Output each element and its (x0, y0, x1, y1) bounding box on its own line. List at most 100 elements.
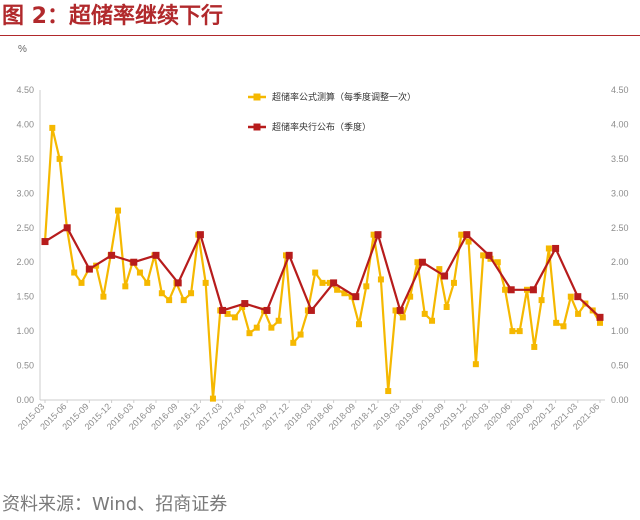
series-formula-point (458, 231, 465, 238)
series-formula-point (304, 307, 311, 314)
series-formula-point (567, 293, 574, 300)
source-note: 资料来源：Wind、招商证券 (2, 494, 228, 515)
legend-label-formula: 超储率公式测算（每季度调整一次） (272, 91, 416, 103)
series-pboc-point (374, 231, 382, 239)
series-formula-point (297, 331, 304, 338)
series-formula-point (472, 361, 479, 368)
series-pboc-point (441, 272, 449, 280)
y-tick-label-left: 2.00 (16, 257, 34, 267)
series-formula-point (597, 319, 603, 326)
series-layer (41, 124, 604, 402)
series-formula-point (443, 304, 450, 310)
series-formula-point (312, 269, 319, 276)
series-formula-point (326, 279, 333, 286)
y-tick-label-right: 4.50 (611, 85, 629, 95)
series-pboc-point (130, 258, 138, 266)
series-formula-point (538, 297, 545, 304)
series-pboc-point (174, 279, 182, 287)
series-pboc-point (418, 258, 426, 266)
series-formula-point (275, 317, 282, 324)
y-tick-label-right: 0.50 (611, 361, 629, 371)
series-formula-point (450, 279, 457, 286)
series-pboc-point (219, 306, 227, 314)
y-tick-label-left: 4.50 (16, 85, 34, 95)
series-formula-point (560, 323, 567, 330)
series-formula-point (341, 290, 348, 297)
legend-marker-formula (253, 93, 261, 101)
series-pboc-point (507, 286, 515, 294)
series-formula-point (480, 252, 487, 259)
series-formula-point (319, 279, 326, 286)
series-formula-point (49, 124, 56, 131)
series-pboc-point (396, 306, 404, 314)
y-tick-label-left: 3.00 (16, 188, 34, 198)
legend-item-formula: 超储率公式测算（每季度调整一次） (248, 91, 416, 103)
series-formula-point (56, 155, 63, 162)
series-pboc-point (596, 313, 604, 321)
y-unit-label: % (18, 44, 27, 55)
series-formula-point (436, 266, 443, 273)
y-tick-label-right: 1.00 (611, 326, 629, 336)
y-tick-label-left: 3.50 (16, 154, 34, 164)
series-formula-point (363, 283, 370, 290)
series-pboc-point (574, 293, 582, 301)
series-formula-point (136, 269, 143, 276)
series-pboc-point (152, 251, 160, 259)
series-formula-line (43, 126, 601, 400)
series-pboc-point (463, 231, 471, 239)
y-tick-label-right: 3.50 (611, 154, 629, 164)
series-pboc-point (85, 265, 93, 273)
legend-label-pboc: 超储率央行公布（季度） (272, 121, 371, 133)
series-pboc-point (307, 306, 315, 314)
series-pboc-point (352, 293, 360, 301)
series-pboc-point (63, 224, 71, 232)
y-tick-label-right: 4.00 (611, 119, 629, 129)
series-formula-point (268, 324, 275, 331)
series-pboc-point (285, 251, 293, 259)
series-pboc-point (241, 300, 249, 308)
series-pboc-point (485, 251, 493, 259)
series-formula-point (122, 283, 129, 290)
series-formula-point (78, 279, 85, 286)
series-pboc-point (552, 244, 560, 252)
series-pboc-point (108, 251, 116, 259)
series-pboc-point (529, 286, 537, 294)
y-tick-label-right: 0.00 (611, 395, 629, 405)
series-formula-point (370, 231, 377, 238)
series-formula-point (100, 293, 107, 300)
series-formula-point (231, 314, 238, 321)
x-ticks: 2015-032015-062015-092015-122016-032016-… (16, 400, 601, 432)
series-formula-point (166, 297, 173, 304)
series-formula-point (553, 319, 560, 326)
series-formula-point (399, 314, 406, 321)
y-tick-label-left: 1.50 (16, 292, 34, 302)
series-pboc-point (330, 279, 338, 287)
y-tick-label-left: 0.00 (16, 395, 34, 405)
series-pboc-point (41, 238, 49, 246)
series-formula-point (575, 310, 582, 317)
series-formula-point (224, 310, 231, 317)
series-formula-point (502, 286, 509, 293)
y-ticks-right: 0.00 0.50 1.00 1.50 2.00 2.50 3.00 3.50 4.00 4.50 (611, 85, 629, 405)
y-tick-label-right: 1.50 (611, 292, 629, 302)
series-formula-point (465, 238, 472, 245)
series-formula-point (188, 290, 195, 297)
series-formula-point (385, 388, 392, 395)
series-formula-point (356, 321, 363, 328)
y-tick-label-left: 0.50 (16, 361, 34, 371)
series-formula-point (115, 207, 122, 214)
series-formula-point (246, 330, 253, 337)
y-tick-label-right: 2.00 (611, 257, 629, 267)
series-formula-point (429, 317, 436, 324)
page-title: 图 2：超储率继续下行 (2, 4, 223, 29)
y-ticks-left: 0.00 0.50 1.00 1.50 2.00 2.50 3.00 3.50 4.00 4.50 (16, 85, 34, 405)
series-formula-point (545, 245, 552, 252)
series-formula-point (71, 269, 78, 276)
y-tick-label-right: 3.00 (611, 188, 629, 198)
series-pboc-line (44, 226, 601, 319)
series-formula-point (531, 343, 538, 350)
series-formula-point (421, 310, 428, 317)
series-formula-point (494, 259, 501, 266)
series-formula-point (253, 324, 260, 331)
